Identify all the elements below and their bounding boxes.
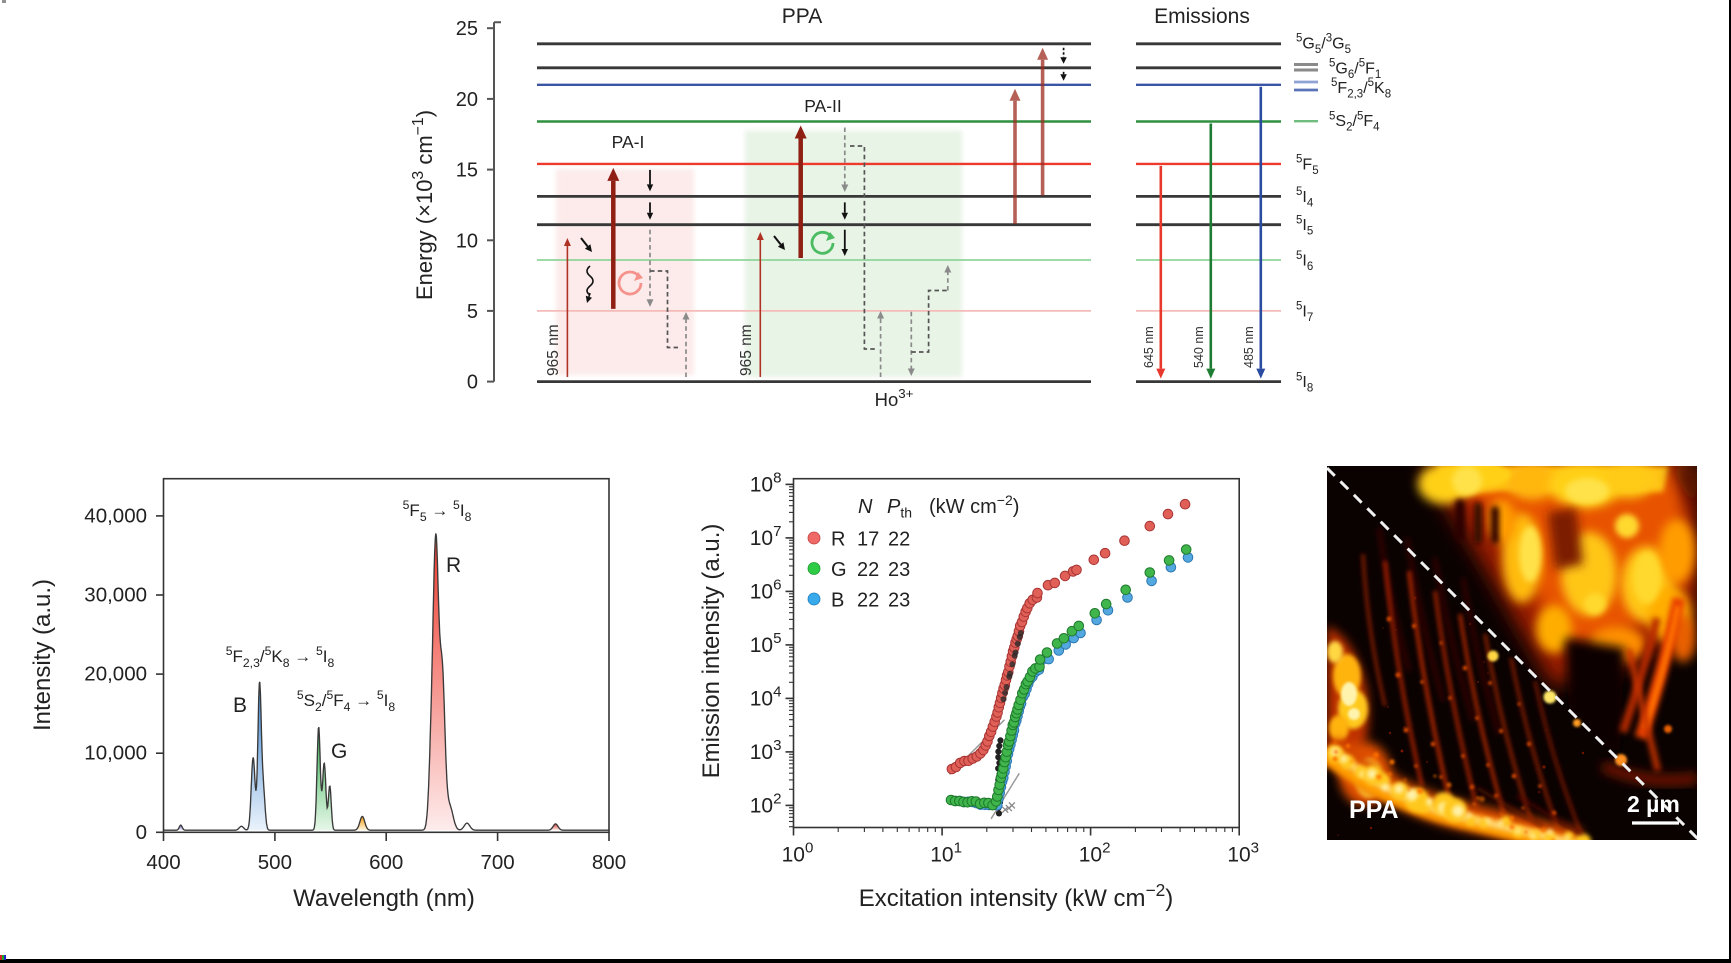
svg-text:400: 400 [146, 851, 180, 874]
svg-text:Wavelength (nm): Wavelength (nm) [293, 885, 475, 912]
svg-text:5S2/5F4: 5S2/5F4 [1329, 110, 1380, 133]
svg-text:0: 0 [467, 372, 478, 394]
svg-text:0: 0 [136, 821, 147, 844]
svg-text:PPA: PPA [1349, 796, 1399, 824]
svg-text:40,000: 40,000 [84, 504, 147, 527]
svg-text:25: 25 [456, 18, 478, 40]
svg-text:102: 102 [1079, 840, 1111, 867]
svg-text:700: 700 [480, 851, 514, 874]
svg-text:Excitation intensity (kW cm−2): Excitation intensity (kW cm−2) [859, 880, 1173, 912]
svg-text:5F2,3/5K8 → 5I8: 5F2,3/5K8 → 5I8 [226, 644, 335, 670]
svg-text:Emission intensity (a.u.): Emission intensity (a.u.) [698, 524, 725, 779]
svg-text:Intensity (a.u.): Intensity (a.u.) [29, 579, 56, 731]
svg-text:800: 800 [592, 851, 626, 874]
svg-text:Ho3+: Ho3+ [875, 386, 914, 410]
svg-text:PPA: PPA [782, 5, 822, 28]
svg-text:2 µm: 2 µm [1627, 791, 1680, 817]
svg-text:102: 102 [750, 791, 782, 818]
svg-text:5F5 → 5I8: 5F5 → 5I8 [403, 498, 472, 524]
svg-text:15: 15 [456, 160, 478, 182]
svg-text:540 nm: 540 nm [1192, 326, 1206, 368]
svg-text:5I5: 5I5 [1296, 215, 1313, 238]
svg-text:5I4: 5I4 [1296, 186, 1314, 209]
svg-text:104: 104 [750, 684, 782, 711]
svg-text:107: 107 [750, 523, 782, 550]
svg-text:108: 108 [750, 470, 782, 497]
svg-text:101: 101 [930, 840, 962, 867]
svg-text:106: 106 [750, 577, 782, 604]
svg-text:Emissions: Emissions [1154, 5, 1250, 28]
svg-text:105: 105 [750, 630, 782, 657]
svg-text:600: 600 [369, 851, 403, 874]
svg-text:5: 5 [467, 301, 478, 323]
svg-text:PA-II: PA-II [804, 96, 842, 116]
svg-text:30,000: 30,000 [84, 584, 147, 607]
svg-text:965 nm: 965 nm [545, 324, 562, 376]
svg-text:5I8: 5I8 [1296, 371, 1313, 394]
svg-text:5G5/3G5: 5G5/3G5 [1296, 33, 1351, 56]
svg-text:R: R [446, 554, 461, 577]
svg-text:103: 103 [750, 737, 782, 764]
svg-text:5F2,3/5K8: 5F2,3/5K8 [1331, 77, 1391, 100]
svg-text:5I6: 5I6 [1296, 250, 1313, 273]
svg-text:Energy (×103 cm−1): Energy (×103 cm−1) [410, 110, 437, 300]
svg-text:5I7: 5I7 [1296, 301, 1313, 324]
svg-text:10: 10 [456, 230, 478, 252]
svg-text:965 nm: 965 nm [738, 324, 755, 376]
svg-text:500: 500 [258, 851, 292, 874]
svg-text:5S2/5F4 → 5I8: 5S2/5F4 → 5I8 [297, 688, 396, 714]
svg-text:5F5: 5F5 [1296, 154, 1319, 177]
svg-text:10,000: 10,000 [84, 742, 147, 765]
svg-text:5G6/5F1: 5G6/5F1 [1329, 58, 1381, 81]
svg-text:B: B [233, 694, 247, 717]
svg-text:20,000: 20,000 [84, 663, 147, 686]
svg-text:PA-I: PA-I [612, 132, 645, 152]
svg-text:20: 20 [456, 89, 478, 111]
svg-text:G: G [331, 740, 347, 763]
svg-text:485 nm: 485 nm [1242, 326, 1256, 368]
svg-text:103: 103 [1227, 840, 1259, 867]
svg-text:100: 100 [782, 840, 814, 867]
svg-text:645 nm: 645 nm [1142, 326, 1156, 368]
